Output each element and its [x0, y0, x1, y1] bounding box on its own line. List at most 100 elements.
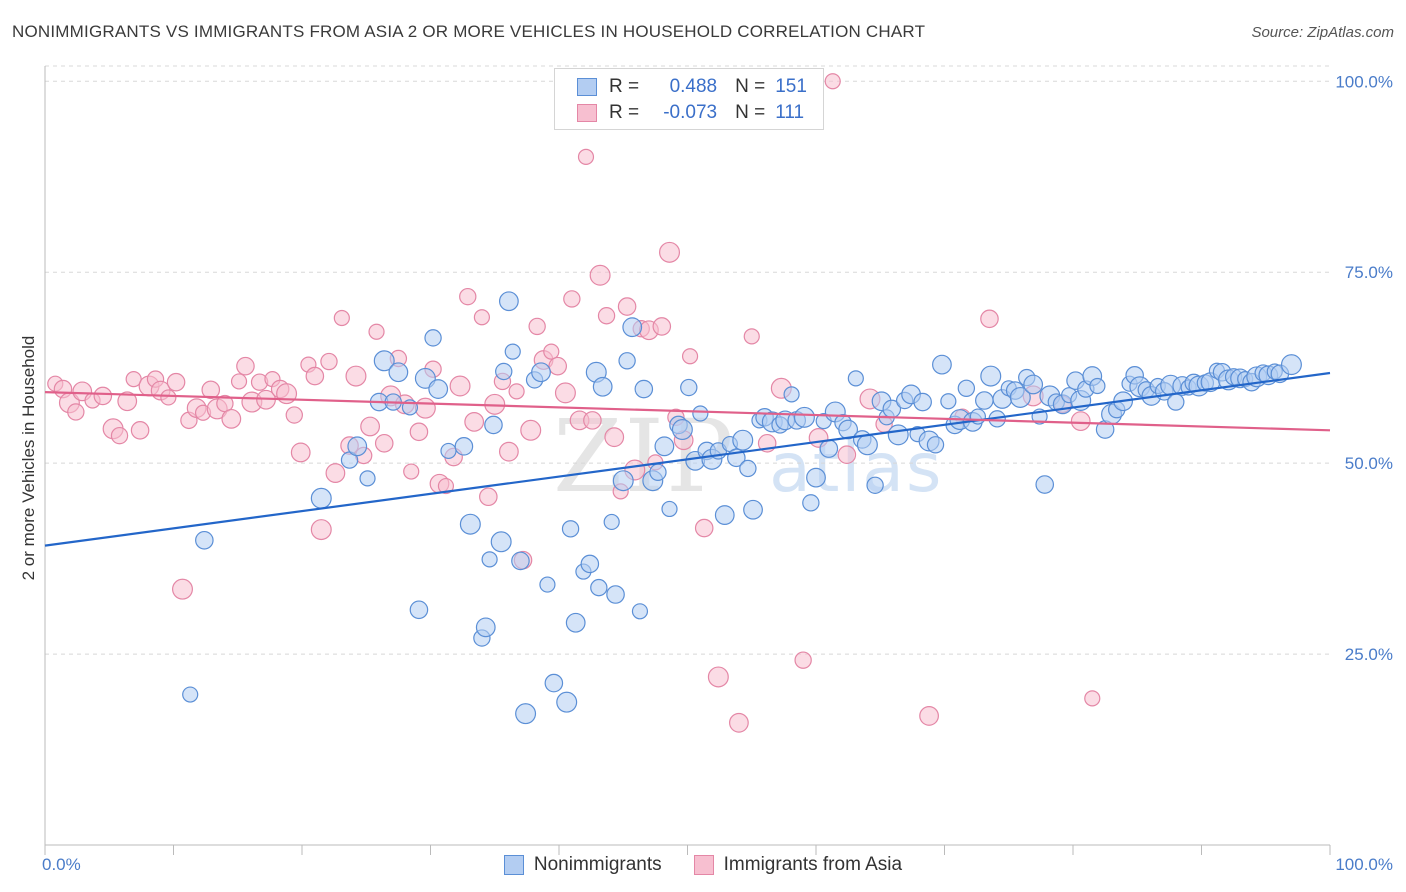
n-value: 111 — [775, 102, 805, 123]
point-nonimmigrant — [1009, 386, 1031, 408]
chart-title: NONIMMIGRANTS VS IMMIGRANTS FROM ASIA 2 … — [12, 22, 926, 41]
point-immigrant — [230, 373, 248, 390]
point-immigrant — [320, 352, 338, 371]
point-nonimmigrant — [490, 531, 512, 553]
point-nonimmigrant — [195, 530, 214, 550]
point-nonimmigrant — [1089, 377, 1106, 395]
point-immigrant — [305, 366, 325, 386]
point-nonimmigrant — [806, 467, 826, 488]
point-nonimmigrant — [1280, 354, 1302, 376]
point-immigrant — [345, 365, 367, 387]
point-immigrant — [681, 348, 699, 365]
point-immigrant — [589, 264, 611, 286]
point-nonimmigrant — [1023, 374, 1044, 395]
point-immigrant — [221, 408, 242, 429]
legend-swatch-pink — [577, 104, 597, 122]
series-nonimmigrants — [182, 291, 1302, 725]
point-immigrant — [285, 406, 303, 424]
point-nonimmigrant — [515, 703, 537, 725]
point-immigrant — [1084, 690, 1101, 707]
point-immigrant — [652, 317, 672, 336]
point-immigrant — [980, 309, 999, 329]
point-nonimmigrant — [603, 513, 620, 531]
point-immigrant — [604, 427, 625, 448]
point-nonimmigrant — [692, 405, 709, 422]
point-nonimmigrant — [498, 291, 519, 312]
r-value: -0.073 — [663, 102, 718, 123]
point-nonimmigrant — [606, 585, 625, 604]
point-immigrant — [360, 416, 381, 437]
point-nonimmigrant — [856, 434, 878, 456]
point-nonimmigrant — [866, 476, 884, 494]
point-immigrant — [577, 148, 595, 165]
point-nonimmigrant — [495, 362, 513, 381]
r-label: R = — [609, 102, 640, 123]
legend-swatch-blue — [503, 855, 524, 875]
tick-labels: 25.0% 50.0% 75.0% 100.0% 0.0% 100.0% — [42, 72, 1393, 874]
point-nonimmigrant — [1035, 475, 1055, 494]
series-legend: Nonimmigrants Immigrants from Asia — [0, 852, 1406, 878]
point-nonimmigrant — [440, 442, 457, 460]
point-nonimmigrant — [424, 329, 442, 347]
point-immigrant — [437, 477, 455, 495]
point-immigrant — [464, 411, 485, 432]
point-immigrant — [374, 433, 394, 453]
point-immigrant — [837, 445, 857, 465]
point-immigrant — [171, 578, 193, 600]
legend-row-nonimmigrants: R = 0.488 N = 151 — [577, 75, 807, 99]
point-immigrant — [597, 307, 616, 325]
point-immigrant — [563, 290, 581, 308]
point-nonimmigrant — [980, 365, 1002, 387]
point-immigrant — [160, 389, 177, 406]
point-immigrant — [743, 328, 760, 345]
point-nonimmigrant — [373, 350, 395, 372]
point-immigrant — [117, 391, 138, 412]
point-immigrant — [93, 386, 113, 406]
source-label: Source: ZipAtlas.com — [1251, 24, 1394, 41]
point-immigrant — [617, 297, 637, 316]
point-nonimmigrant — [580, 554, 600, 574]
point-nonimmigrant — [847, 370, 864, 387]
point-immigrant — [583, 411, 602, 430]
point-immigrant — [694, 518, 714, 538]
point-nonimmigrant — [475, 617, 496, 638]
point-immigrant — [473, 309, 490, 326]
point-nonimmigrant — [531, 362, 551, 383]
r-value: 0.488 — [669, 76, 718, 97]
point-immigrant — [310, 519, 332, 541]
x-tick-label: 100.0% — [1335, 855, 1393, 874]
trend-line-immigrants — [44, 391, 1331, 432]
point-nonimmigrant — [612, 470, 634, 492]
trend-lines — [44, 371, 1331, 547]
point-immigrant — [459, 287, 477, 306]
point-nonimmigrant — [634, 379, 654, 399]
point-nonimmigrant — [590, 578, 608, 597]
point-nonimmigrant — [409, 600, 429, 620]
point-nonimmigrant — [783, 386, 800, 403]
point-nonimmigrant — [957, 379, 976, 397]
point-immigrant — [659, 241, 681, 263]
y-tick-label: 50.0% — [1345, 454, 1393, 473]
point-immigrant — [368, 323, 385, 340]
x-tick-label: 0.0% — [42, 855, 81, 874]
point-immigrant — [479, 487, 498, 507]
point-nonimmigrant — [565, 612, 586, 633]
point-nonimmigrant — [680, 378, 698, 397]
legend-item-nonimmigrants: Nonimmigrants — [503, 854, 662, 876]
point-nonimmigrant — [544, 673, 564, 693]
point-nonimmigrant — [504, 343, 521, 360]
point-nonimmigrant — [631, 603, 649, 620]
point-immigrant — [707, 666, 729, 688]
point-immigrant — [67, 403, 85, 421]
point-immigrant — [290, 442, 311, 463]
n-value: 151 — [775, 76, 807, 97]
legend-label: Nonimmigrants — [533, 854, 662, 875]
point-immigrant — [166, 372, 186, 392]
y-tick-label: 100.0% — [1335, 72, 1393, 91]
legend-swatch-pink — [693, 855, 714, 875]
point-nonimmigrant — [932, 354, 952, 375]
point-immigrant — [729, 712, 749, 733]
y-tick-label: 25.0% — [1345, 645, 1393, 664]
point-nonimmigrant — [887, 424, 909, 446]
